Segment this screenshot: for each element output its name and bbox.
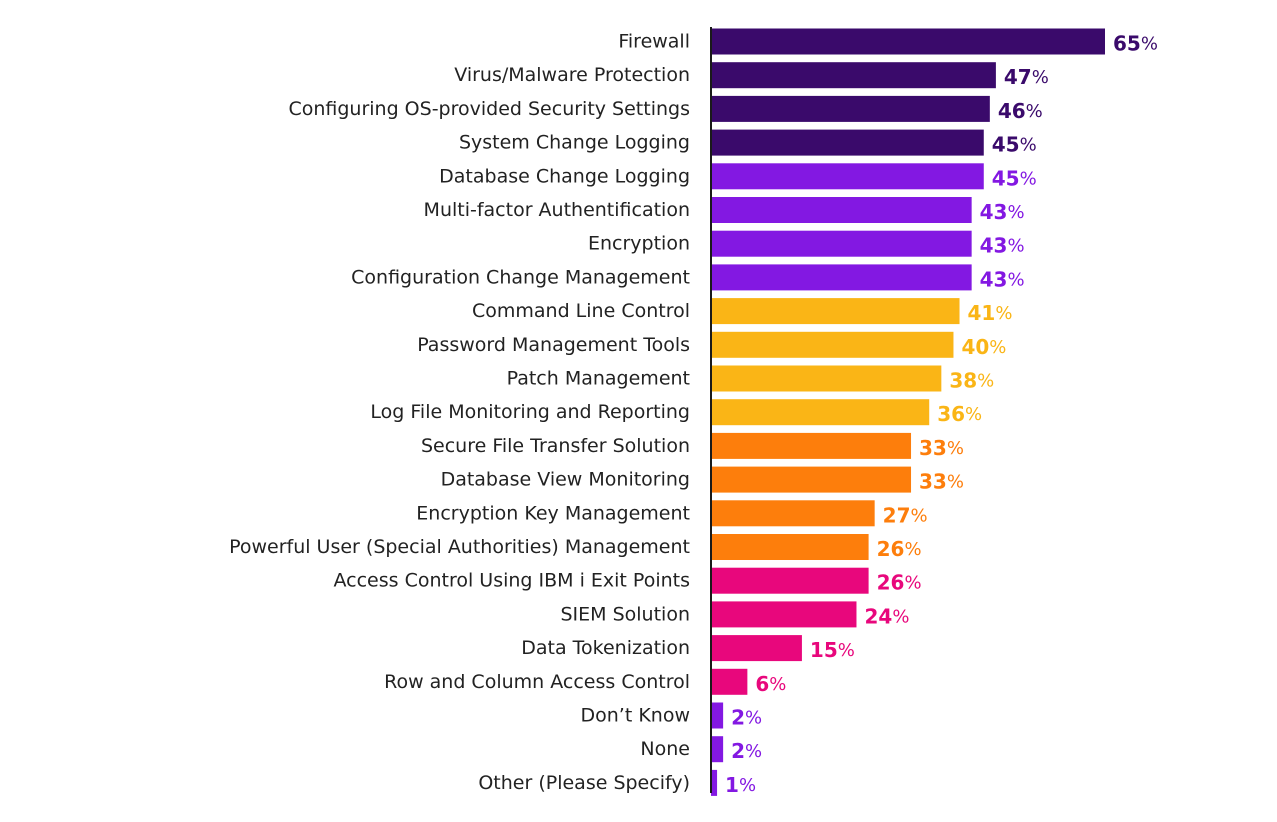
category-label: Database View Monitoring bbox=[441, 469, 690, 491]
value-label: 36% bbox=[937, 402, 982, 426]
value-label: 15% bbox=[810, 638, 855, 662]
category-label: Configuration Change Management bbox=[351, 266, 690, 288]
value-labels: 65% 47% 46% 45% 45% 43% 43% 43% 41% 40% 38% 36% 33% 3… bbox=[725, 32, 1158, 797]
value-label: 45% bbox=[992, 133, 1037, 157]
category-label: Password Management Tools bbox=[417, 334, 690, 356]
value-label: 46% bbox=[998, 99, 1043, 123]
bar bbox=[711, 163, 984, 190]
category-label: Encryption Key Management bbox=[416, 502, 690, 524]
value-label: 40% bbox=[961, 335, 1006, 359]
bar bbox=[711, 28, 1105, 55]
value-label: 26% bbox=[877, 571, 922, 595]
value-label: 27% bbox=[883, 503, 928, 527]
category-label: Log File Monitoring and Reporting bbox=[370, 401, 690, 423]
bar bbox=[711, 736, 724, 763]
value-label: 24% bbox=[864, 604, 909, 628]
bar bbox=[711, 500, 875, 527]
bar bbox=[711, 399, 930, 426]
category-label: System Change Logging bbox=[459, 132, 690, 154]
value-label: 65% bbox=[1113, 32, 1158, 56]
value-label: 26% bbox=[877, 537, 922, 561]
value-label: 43% bbox=[980, 234, 1025, 258]
bar bbox=[711, 432, 912, 459]
category-label: Row and Column Access Control bbox=[384, 671, 690, 693]
category-label: Firewall bbox=[618, 31, 690, 53]
category-label: Access Control Using IBM i Exit Points bbox=[333, 570, 690, 592]
category-label: Encryption bbox=[588, 233, 690, 255]
category-label: Configuring OS-provided Security Setting… bbox=[288, 98, 690, 120]
category-label: Database Change Logging bbox=[439, 165, 690, 187]
value-label: 41% bbox=[968, 301, 1013, 325]
bar bbox=[711, 769, 718, 796]
category-label: SIEM Solution bbox=[560, 603, 690, 625]
value-label: 38% bbox=[949, 369, 994, 393]
category-label: Secure File Transfer Solution bbox=[421, 435, 690, 457]
value-label: 43% bbox=[980, 267, 1025, 291]
bar bbox=[711, 365, 942, 392]
category-labels: Firewall Virus/Malware Protection Configur… bbox=[229, 31, 690, 794]
bars bbox=[711, 28, 1105, 796]
category-label: Patch Management bbox=[507, 368, 690, 390]
value-label: 1% bbox=[725, 773, 756, 797]
value-label: 2% bbox=[731, 706, 762, 730]
value-label: 6% bbox=[755, 672, 786, 696]
bar bbox=[711, 601, 857, 628]
bar bbox=[711, 567, 869, 594]
value-label: 33% bbox=[919, 470, 964, 494]
value-label: 2% bbox=[731, 739, 762, 763]
bar bbox=[711, 635, 802, 662]
category-label: Other (Please Specify) bbox=[478, 772, 690, 794]
value-label: 33% bbox=[919, 436, 964, 460]
category-label: None bbox=[640, 738, 690, 760]
category-label: Data Tokenization bbox=[521, 637, 690, 659]
bar bbox=[711, 95, 990, 122]
bar bbox=[711, 129, 984, 156]
bar bbox=[711, 298, 960, 325]
value-label: 43% bbox=[980, 200, 1025, 224]
category-label: Command Line Control bbox=[472, 300, 690, 322]
bar bbox=[711, 534, 869, 560]
bar bbox=[711, 331, 954, 358]
category-label: Multi-factor Authentification bbox=[424, 199, 690, 221]
category-label: Don’t Know bbox=[581, 705, 691, 727]
bar bbox=[711, 264, 972, 291]
bar bbox=[711, 230, 972, 257]
category-label: Powerful User (Special Authorities) Mana… bbox=[229, 536, 690, 558]
value-label: 47% bbox=[1004, 65, 1049, 89]
bar bbox=[711, 668, 748, 695]
bar bbox=[711, 62, 996, 89]
category-label: Virus/Malware Protection bbox=[454, 64, 690, 86]
bar bbox=[711, 466, 912, 493]
bar bbox=[711, 197, 972, 223]
value-label: 45% bbox=[992, 166, 1037, 190]
bar bbox=[711, 702, 724, 729]
